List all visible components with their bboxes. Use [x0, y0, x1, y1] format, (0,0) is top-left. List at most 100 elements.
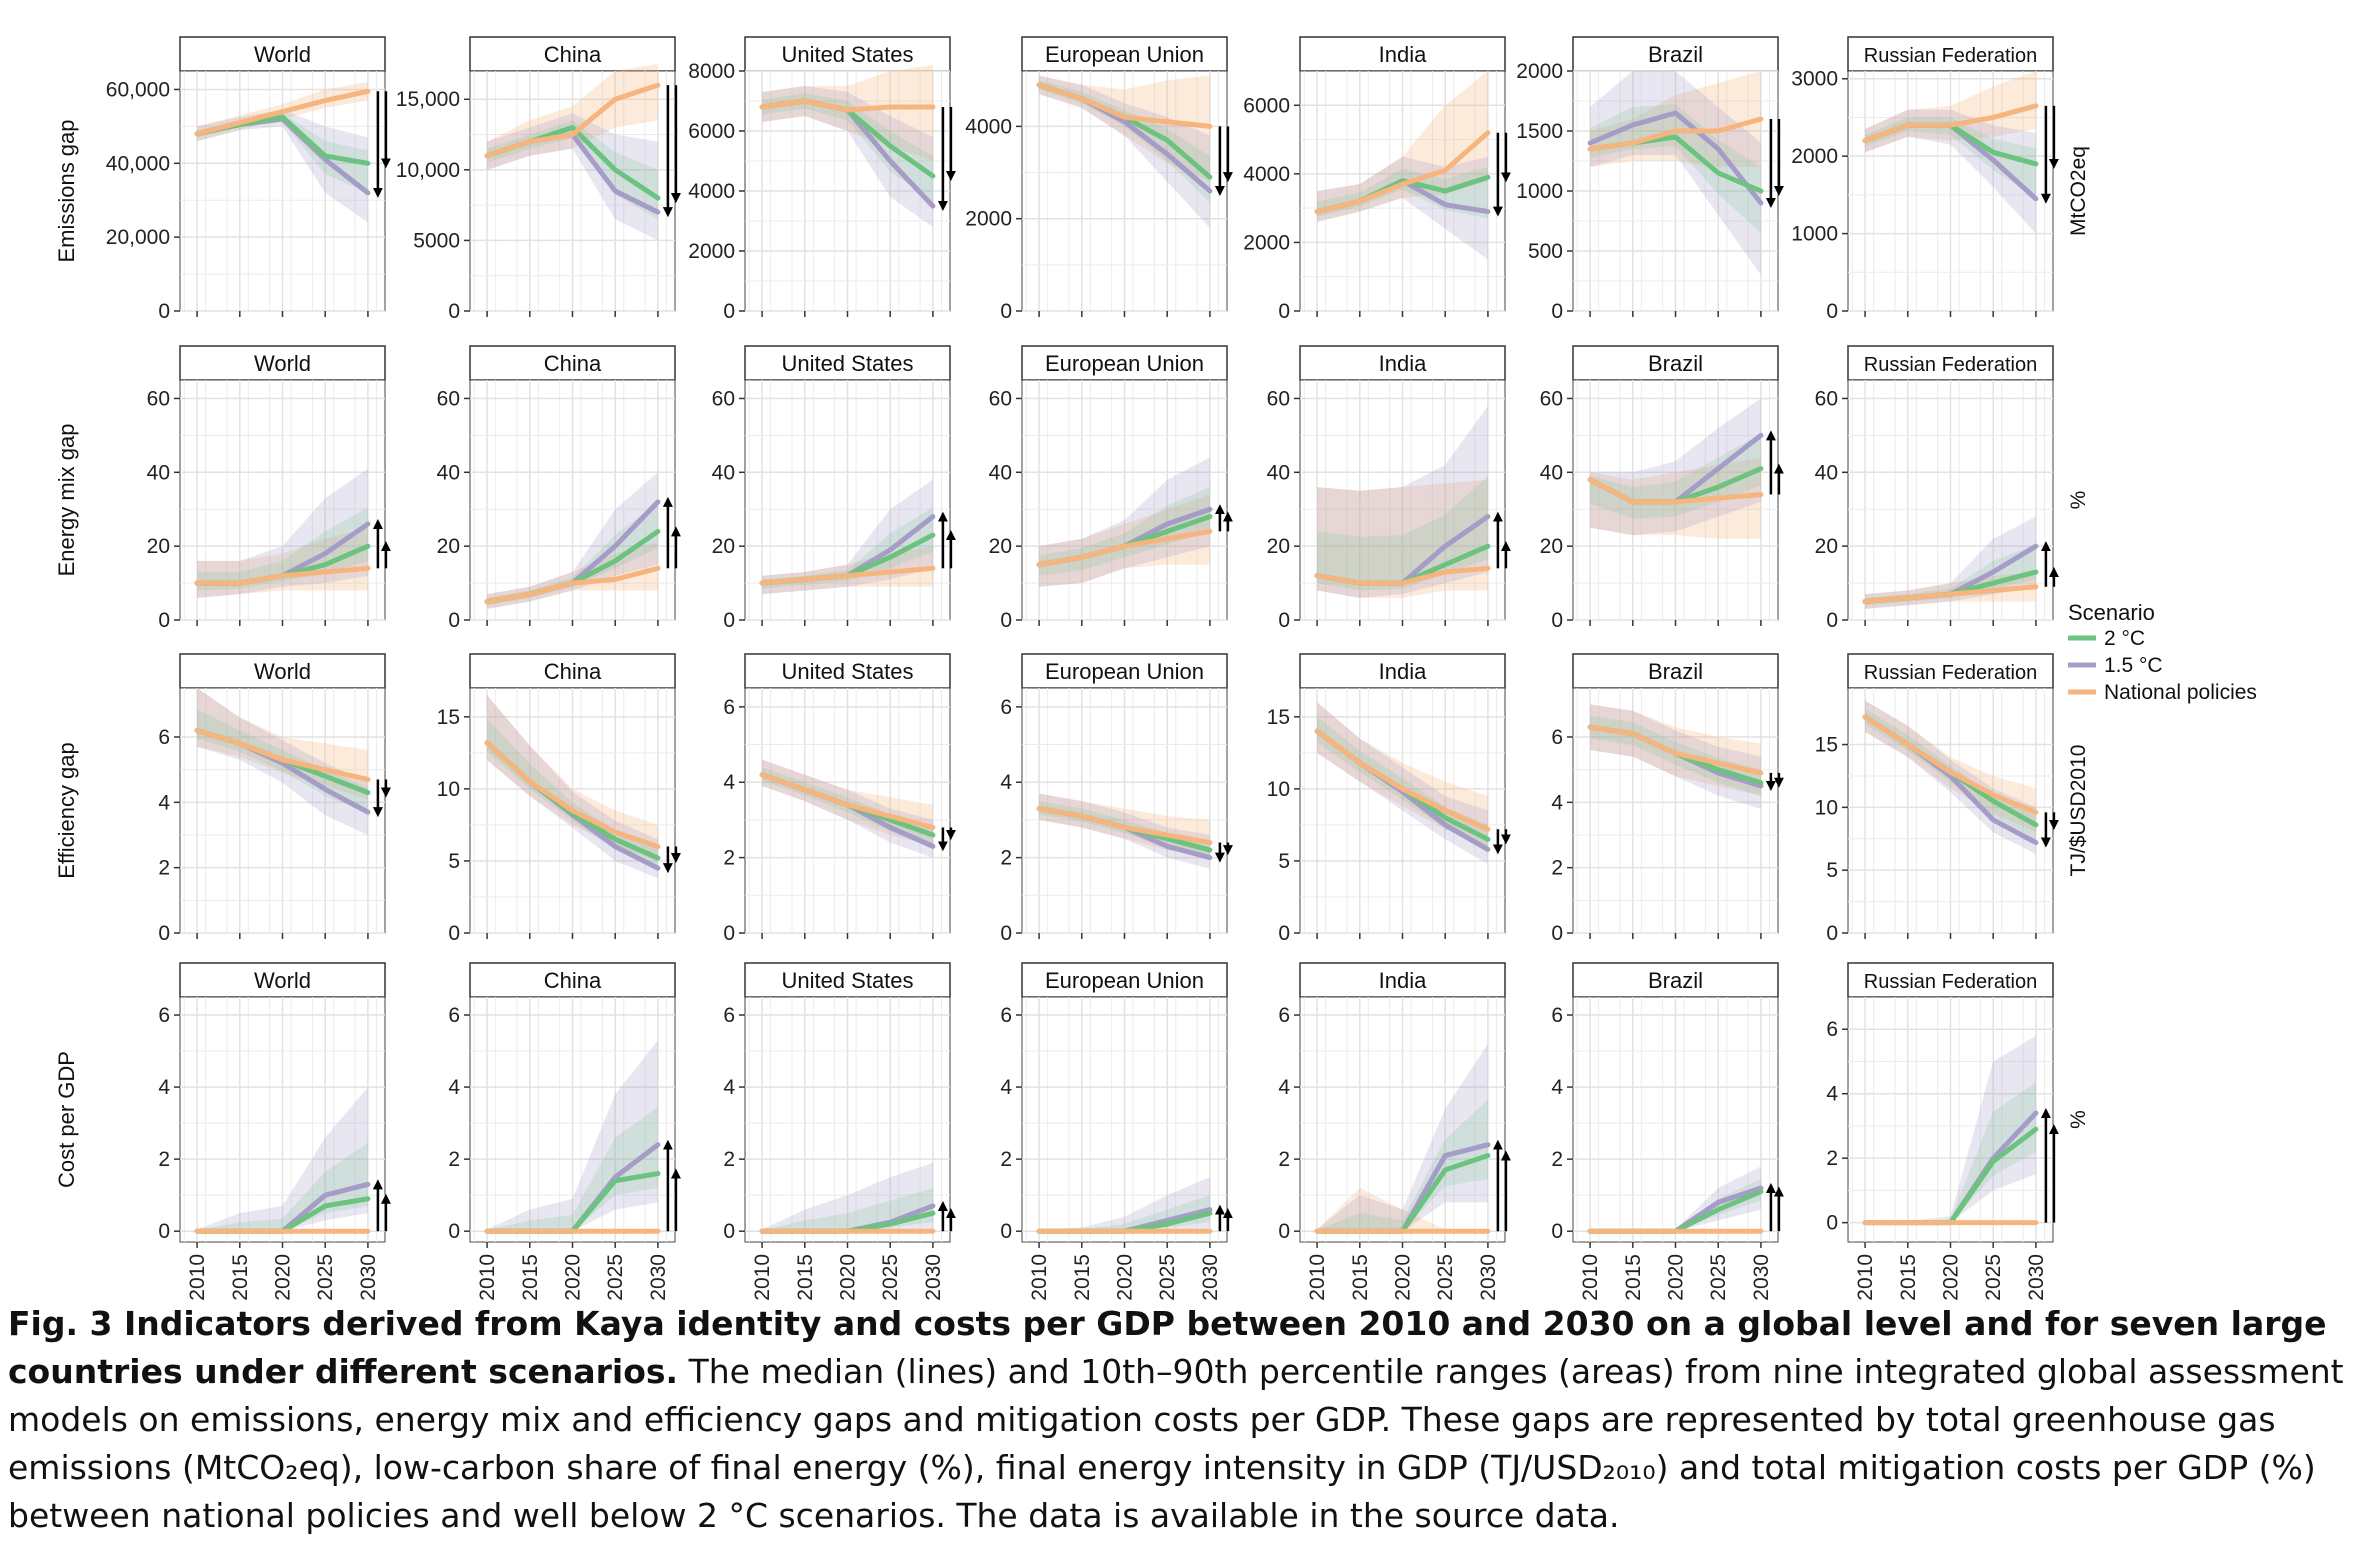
- y-tick-label: 0: [1000, 1220, 1012, 1243]
- y-tick-label: 6000: [1243, 94, 1290, 117]
- y-tick-label: 0: [448, 1220, 460, 1243]
- y-tick-label: 20: [437, 535, 460, 558]
- x-tick-label: 2025: [1434, 1254, 1457, 1300]
- legend-item: National policies: [2104, 681, 2257, 704]
- panel-2-india: India 0 5 10 15: [1267, 653, 1511, 945]
- y-tick-label: 0: [723, 300, 735, 323]
- y-tick-label: 10: [1815, 796, 1838, 819]
- panel-0-india: India 0 2000 4000 6000: [1243, 36, 1511, 323]
- facet-strip-label: European Union: [1045, 351, 1204, 376]
- facet-strip-label: United States: [781, 42, 913, 67]
- y-tick-label: 4: [1278, 1076, 1290, 1099]
- y-tick-label: 0: [1551, 1220, 1563, 1243]
- facet-strip: [469, 345, 676, 381]
- facet-strip-label: World: [254, 968, 311, 993]
- y-tick-label: 6: [1278, 1004, 1290, 1027]
- y-tick-label: 2: [1000, 847, 1012, 870]
- y-tick-label: 4: [158, 791, 170, 814]
- y-tick-label: 2: [158, 857, 170, 880]
- y-tick-label: 6: [723, 1004, 735, 1027]
- y-tick-label: 0: [448, 609, 460, 632]
- panel-2-united-states: United States 0 2 4 6: [723, 653, 956, 945]
- y-tick-label: 20: [712, 535, 735, 558]
- panel-2-russian-federation: Russian Federation 0 5 10 15: [1815, 653, 2059, 945]
- x-tick-label: 2030: [357, 1254, 380, 1300]
- band-2-deg: [1590, 104, 1761, 233]
- y-tick-label: 60: [1267, 387, 1290, 410]
- panel-0-brazil: Brazil 0 500 1000 1500 2000: [1516, 36, 1784, 323]
- facet-strip-label: European Union: [1045, 968, 1204, 993]
- panel-0-world: World 0 20,000 40,000 60,000: [106, 36, 391, 323]
- y-tick-label: 60,000: [106, 78, 170, 101]
- y-axis-title: Efficiency gap: [54, 742, 79, 879]
- y-tick-label: 6: [723, 696, 735, 719]
- facet-strip: [179, 962, 386, 998]
- facet-strip: [179, 36, 386, 72]
- y-tick-label: 2: [1278, 1148, 1290, 1171]
- line-national-policies: [1314, 565, 1491, 586]
- y-tick-label: 20,000: [106, 226, 170, 249]
- x-tick-label: 2025: [314, 1254, 337, 1300]
- y-axis-title: Emissions gap: [54, 119, 79, 262]
- y-tick-label: 20: [1815, 535, 1838, 558]
- panel-2-brazil: Brazil 0 2 4 6: [1551, 653, 1784, 945]
- band-2-deg: [1865, 117, 2036, 199]
- unit-label: %: [2067, 1110, 2090, 1129]
- y-tick-label: 4000: [688, 180, 735, 203]
- x-tick-label: 2015: [1349, 1254, 1372, 1300]
- band-2-deg: [197, 113, 368, 193]
- x-tick-label: 2020: [562, 1254, 585, 1300]
- x-tick-label: 2030: [922, 1254, 945, 1300]
- facet-strip-label: World: [254, 351, 311, 376]
- panel-3-brazil: Brazil 0 2 4 6 2010 2015 2020 2025 2030: [1551, 962, 1784, 1301]
- line-national-policies: [1862, 103, 2039, 144]
- band-1-5-deg: [197, 109, 368, 223]
- band-national-policies: [1039, 494, 1210, 587]
- x-tick-label: 2030: [647, 1254, 670, 1300]
- facet-strip: [1572, 962, 1779, 998]
- x-tick-label: 2025: [1156, 1254, 1179, 1300]
- line-national-policies: [759, 565, 936, 586]
- band-1-5-deg: [762, 479, 933, 595]
- x-tick-label: 2010: [1579, 1254, 1602, 1300]
- y-tick-label: 8000: [688, 60, 735, 83]
- facet-strip-label: China: [544, 659, 602, 684]
- y-tick-label: 20: [1267, 535, 1290, 558]
- band-2-deg: [487, 1106, 658, 1232]
- panel-1-russian-federation: Russian Federation 0 20 40 60: [1815, 345, 2059, 632]
- x-tick-label: 2015: [1622, 1254, 1645, 1300]
- y-tick-label: 4: [1826, 1083, 1838, 1106]
- band-2-deg: [487, 120, 658, 220]
- band-1-5-deg: [1590, 704, 1761, 809]
- panel-0-european-union: European Union 0 2000 4000: [965, 36, 1233, 323]
- y-tick-label: 2: [723, 847, 735, 870]
- facet-strip: [744, 36, 951, 72]
- panel-1-european-union: European Union 0 20 40 60: [989, 345, 1233, 632]
- y-tick-label: 60: [437, 387, 460, 410]
- facet-strip: [179, 345, 386, 381]
- x-tick-label: 2025: [879, 1254, 902, 1300]
- y-tick-label: 4: [723, 771, 735, 794]
- y-tick-label: 6: [1551, 726, 1563, 749]
- line-national-policies: [1587, 477, 1764, 505]
- y-tick-label: 3000: [1791, 68, 1838, 91]
- facet-strip: [1572, 653, 1779, 689]
- line-national-policies: [1036, 528, 1213, 568]
- facet-strip: [1847, 653, 2054, 689]
- facet-strip: [1847, 962, 2054, 998]
- y-tick-label: 6000: [688, 120, 735, 143]
- y-tick-label: 2000: [1516, 60, 1563, 83]
- line-1-5-deg: [1587, 110, 1764, 206]
- y-tick-label: 5000: [413, 229, 460, 252]
- line-national-policies: [1862, 714, 2039, 815]
- x-tick-label: 2025: [604, 1254, 627, 1300]
- y-tick-label: 0: [1000, 922, 1012, 945]
- y-tick-label: 0: [158, 609, 170, 632]
- facet-strip: [1299, 345, 1506, 381]
- y-tick-label: 6: [1551, 1004, 1563, 1027]
- x-tick-label: 2020: [1392, 1254, 1415, 1300]
- facet-strip-label: China: [544, 968, 602, 993]
- y-tick-label: 0: [1551, 922, 1563, 945]
- y-tick-label: 0: [723, 922, 735, 945]
- y-tick-label: 6: [1826, 1018, 1838, 1041]
